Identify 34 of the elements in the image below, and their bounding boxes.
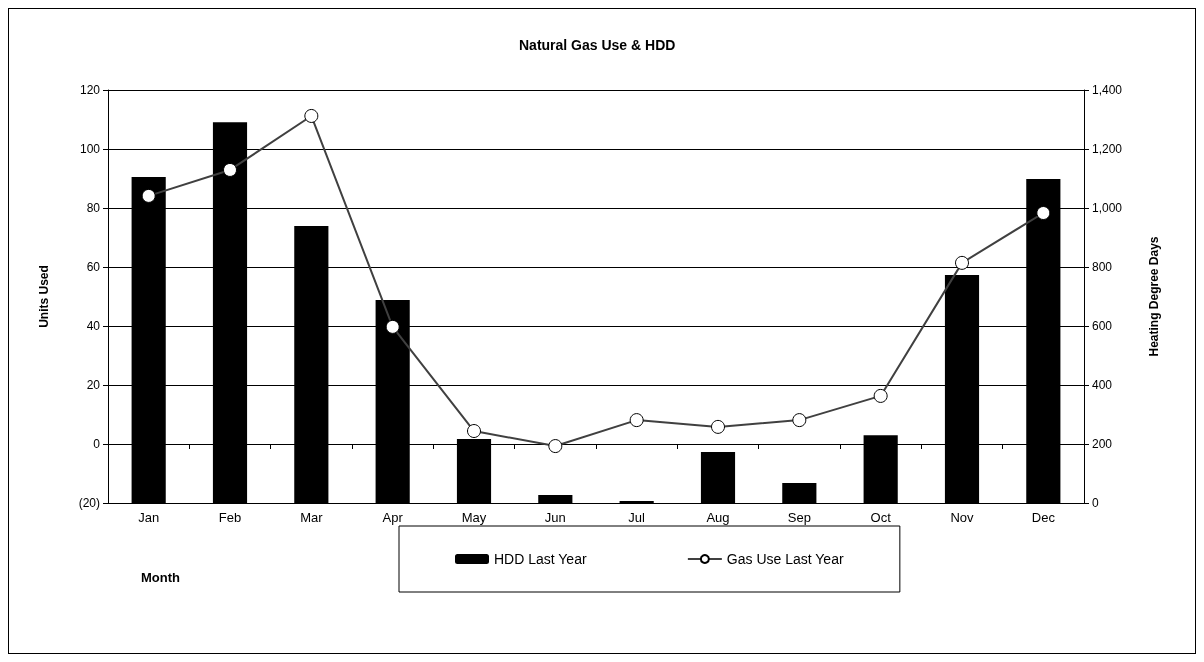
y2-tick-label: 1,000 <box>1092 201 1123 215</box>
x-tick-label: Jun <box>544 510 566 525</box>
y2-tick-label: 200 <box>1092 437 1113 451</box>
x-tick-label: Oct <box>870 510 892 525</box>
x-tick-label: May <box>461 510 487 525</box>
x-tick-label: Jul <box>628 510 646 525</box>
x-tick-label: Apr <box>382 510 404 525</box>
y-tick-label: 60 <box>86 260 101 274</box>
y-tick-label: 100 <box>79 142 101 156</box>
y2-tick-label: 0 <box>1092 496 1099 510</box>
legend-label: HDD Last Year <box>494 551 587 567</box>
x-tick-label: Dec <box>1031 510 1056 525</box>
x-tick-label: Feb <box>218 510 242 525</box>
y-tick-label: 40 <box>86 319 101 333</box>
y2-tick-label: 400 <box>1092 378 1113 392</box>
y-tick-label: 80 <box>86 201 101 215</box>
x-tick-label: Jan <box>138 510 160 525</box>
x-tick-label: Mar <box>300 510 324 525</box>
legend-label: Gas Use Last Year <box>726 551 844 567</box>
y2-tick-label: 600 <box>1092 319 1113 333</box>
y2-tick-label: 1,200 <box>1092 142 1123 156</box>
x-tick-label: Nov <box>950 510 975 525</box>
y-axis-title: Units Used <box>37 265 51 328</box>
y2-tick-label: 1,400 <box>1092 83 1123 97</box>
y2-axis-title: Heating Degree Days <box>1147 236 1161 357</box>
y-tick-label: 20 <box>86 378 101 392</box>
y-tick-label: 120 <box>79 83 101 97</box>
x-tick-label: Sep <box>787 510 811 525</box>
chart-title: Natural Gas Use & HDD <box>519 37 676 53</box>
y2-tick-label: 800 <box>1092 260 1113 274</box>
y-tick-label: 0 <box>93 437 101 451</box>
y-tick-label: (20) <box>78 496 100 510</box>
x-axis-title: Month <box>141 570 181 585</box>
x-tick-label: Aug <box>706 510 730 525</box>
